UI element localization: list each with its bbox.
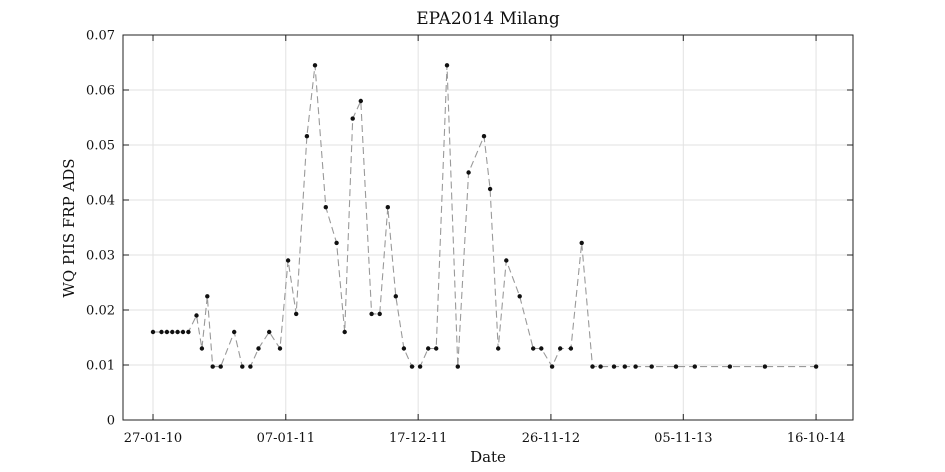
data-point [598,364,603,369]
data-point [256,346,261,351]
data-point [444,63,450,68]
data-point [466,170,471,175]
y-tick-label: 0.05 [86,139,115,154]
x-axis-label: Date [470,448,506,466]
data-point [434,346,439,351]
y-tick-label: 0.04 [86,194,115,209]
x-tick-label: 17-12-11 [389,431,447,446]
data-point [248,364,253,369]
data-point [649,364,654,369]
x-tick-label: 16-10-14 [787,431,845,446]
data-point [218,364,223,369]
data-point [194,313,199,318]
data-point [813,364,819,369]
grid-lines [123,34,853,421]
data-point [401,346,407,351]
data-point [150,329,156,335]
y-tick-label: 0.07 [86,29,115,44]
data-point [285,258,291,263]
data-point [350,116,355,121]
data-point [539,346,544,351]
x-tick-label: 05-11-13 [654,431,712,446]
data-point [358,98,363,104]
data-point [611,364,617,369]
data-point [180,329,186,335]
data-point [170,329,175,335]
data-points [150,63,819,369]
data-point [393,294,398,299]
data-point [186,329,191,335]
data-point [481,134,487,139]
data-point [692,364,697,369]
y-tick-label: 0 [107,414,115,429]
data-point [549,364,555,369]
plot-area-frame [122,34,854,421]
data-point [622,364,627,369]
data-point [727,364,733,369]
data-point [304,134,310,139]
data-point [385,205,390,210]
data-point [232,329,237,335]
data-point [633,364,638,369]
axis-ticks: 27-01-10 07-01-11 17-12-11 26-11-12 05-11-13… [86,29,853,446]
data-point [210,364,215,369]
data-point [531,346,536,351]
data-point [277,346,283,351]
data-point [294,311,299,317]
data-point [342,329,347,335]
data-point [312,63,318,68]
data-point [496,346,501,351]
data-point [164,329,170,335]
data-point [199,346,205,351]
y-axis-label: WQ PIIS FRP ADS [60,158,78,297]
data-point [369,311,374,317]
data-point [323,205,328,210]
data-point [455,364,460,369]
data-point [175,329,180,335]
data-point [240,364,245,369]
data-point [487,186,493,192]
data-point [417,364,423,369]
data-point [517,294,522,299]
data-point [590,364,595,369]
y-tick-label: 0.03 [86,249,115,264]
data-point [504,258,509,263]
x-tick-label: 07-01-11 [257,431,315,446]
data-point [334,240,339,246]
chart-title: EPA2014 Milang [416,9,560,29]
data-point [377,311,382,317]
data-point [159,329,164,335]
data-point [409,364,415,369]
data-point [558,346,563,351]
y-tick-label: 0.01 [86,359,115,374]
data-point [673,364,679,369]
data-point [579,240,584,246]
series-line [153,65,817,368]
data-point [426,346,431,351]
data-point [267,329,272,335]
data-point [568,346,574,351]
y-tick-label: 0.06 [86,84,115,99]
data-point [762,364,768,369]
y-tick-label: 0.02 [86,304,115,319]
x-tick-label: 26-11-12 [522,431,580,446]
x-tick-label: 27-01-10 [124,431,182,446]
data-point [205,294,210,299]
